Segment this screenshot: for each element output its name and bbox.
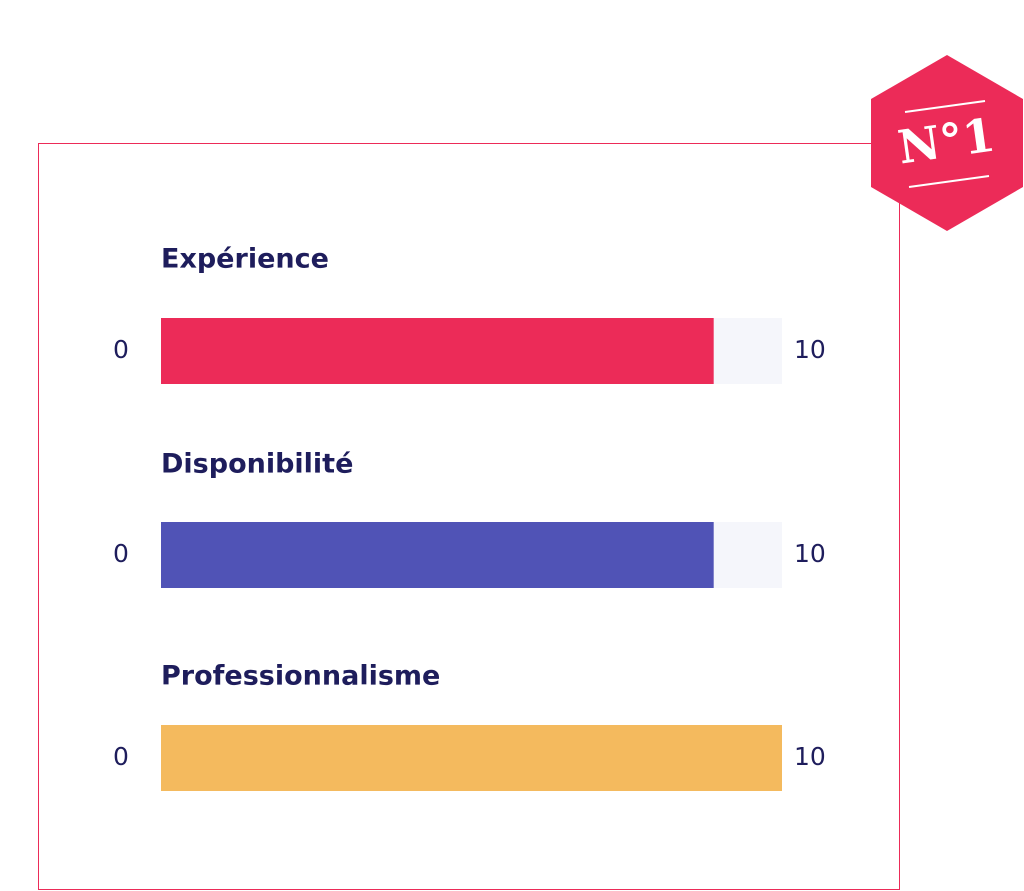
x-tick-label: 10 [794,742,826,771]
badge-text: N°1 [895,108,999,175]
chart-title: Disponibilité [161,449,353,480]
bar [161,318,714,384]
chart-title: Expérience [161,244,329,275]
badge-rule [904,100,986,113]
x-tick-label: 10 [794,335,826,364]
x-tick-label: 0 [113,742,129,771]
chart-title: Professionnalisme [161,661,440,692]
card [38,143,900,890]
x-tick-label: 0 [113,539,129,568]
x-tick-label: 10 [794,539,826,568]
x-tick-label: 0 [113,335,129,364]
bar [161,725,782,791]
badge-rule [908,175,990,188]
bar [161,522,714,588]
